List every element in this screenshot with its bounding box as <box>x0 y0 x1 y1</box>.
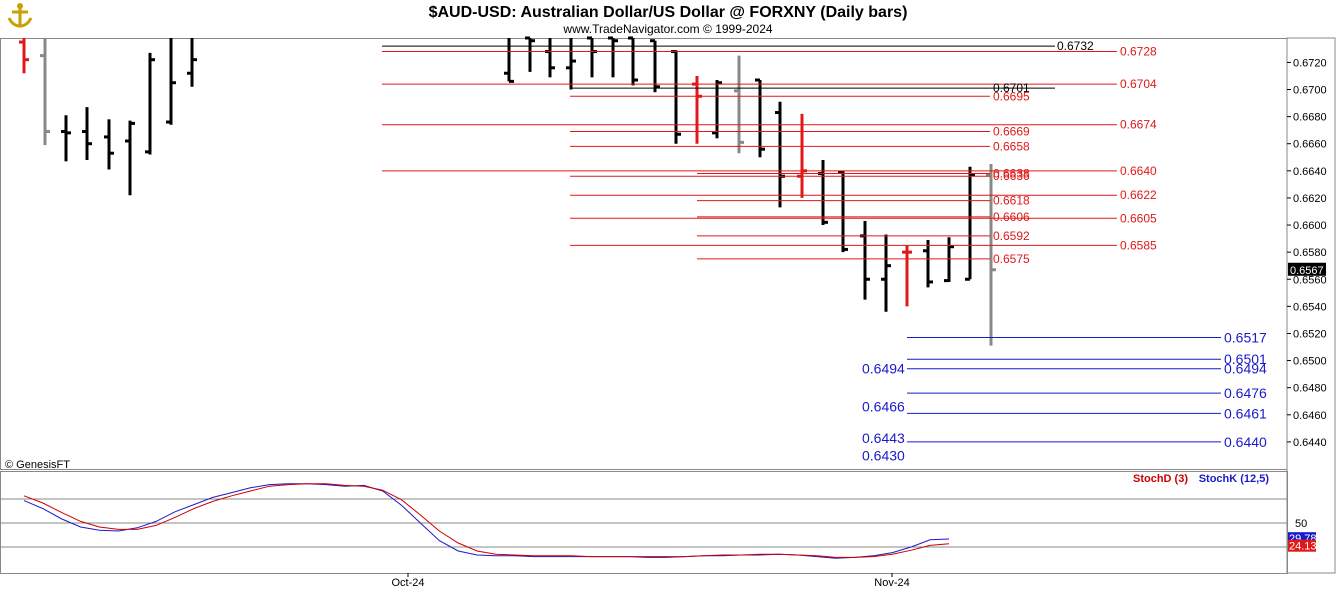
ohlc-bar <box>19 38 29 74</box>
ohlc-bar <box>902 245 912 307</box>
level-label: 0.6674 <box>1120 118 1157 132</box>
level-label: 0.6575 <box>993 252 1030 266</box>
stoch-tick-label: 50 <box>1295 518 1307 530</box>
ohlc-bar <box>881 234 891 312</box>
y-tick-label: 0.6680 <box>1293 112 1327 124</box>
level-label: 0.6461 <box>1224 405 1267 421</box>
price-panel: 0.6720 0.6700 0.6680 0.6660 0.6640 0.6620 0.66… <box>0 36 1336 574</box>
y-tick-label: 0.6700 <box>1293 85 1327 97</box>
level-label: 0.6466 <box>862 399 905 415</box>
y-tick-label: 0.6460 <box>1293 410 1327 422</box>
level-label: 0.6701 <box>993 81 1030 95</box>
level-label: 0.6669 <box>993 125 1030 139</box>
level-label: 0.6728 <box>1120 45 1157 59</box>
stoch-d-legend: StochD (3) <box>1133 473 1188 485</box>
ohlc-bar <box>923 239 933 288</box>
ohlc-bar <box>965 166 975 281</box>
y-tick-label: 0.6500 <box>1293 356 1327 368</box>
copyright-label: © GenesisFT <box>5 459 70 471</box>
ohlc-bar <box>145 52 155 155</box>
y-tick-label: 0.6520 <box>1293 328 1327 340</box>
level-label: 0.6501 <box>1224 351 1267 367</box>
ohlc-bar <box>986 164 996 346</box>
chart-subtitle: www.TradeNavigator.com © 1999-2024 <box>562 22 772 36</box>
level-label: 0.6636 <box>993 169 1030 183</box>
stoch-d-line <box>23 483 950 558</box>
ohlc-bar <box>525 36 535 72</box>
trade-navigator-logo-icon <box>4 2 36 32</box>
level-label: 0.6430 <box>862 447 905 463</box>
level-label: 0.6695 <box>993 89 1030 103</box>
last-price-tag <box>1288 262 1326 276</box>
level-label: 0.6443 <box>862 430 905 446</box>
ohlc-bar <box>82 107 92 160</box>
ohlc-bar <box>734 55 744 154</box>
ohlc-bar <box>125 120 135 196</box>
level-label: 0.6640 <box>1120 164 1157 178</box>
level-label: 0.6476 <box>1224 385 1267 401</box>
y-tick-label: 0.6480 <box>1293 383 1327 395</box>
stoch-d-value-label: 24.13 <box>1289 541 1317 553</box>
last-price-label: 0.6567 <box>1290 265 1324 277</box>
level-label: 0.6622 <box>1120 188 1157 202</box>
level-label: 0.6704 <box>1120 77 1157 91</box>
ohlc-bar <box>40 38 50 146</box>
ohlc-bar <box>712 80 722 139</box>
ohlc-bar <box>104 119 114 170</box>
ohlc-bar <box>838 170 848 253</box>
y-tick-label: 0.6440 <box>1293 437 1327 449</box>
level-label: 0.6585 <box>1120 238 1157 252</box>
ohlc-bar <box>61 115 71 162</box>
ohlc-bar <box>166 38 176 125</box>
level-label: 0.6658 <box>993 139 1030 153</box>
x-tick-label: Nov-24 <box>874 577 909 589</box>
level-label: 0.6592 <box>993 229 1030 243</box>
level-label: 0.6638 <box>993 167 1030 181</box>
level-label: 0.6440 <box>1224 434 1267 450</box>
stochastic-panel-frame <box>0 471 1288 574</box>
y-tick-label: 0.6640 <box>1293 166 1327 178</box>
y-tick-label: 0.6580 <box>1293 247 1327 259</box>
level-label: 0.6618 <box>993 194 1030 208</box>
stoch-k-legend: StochK (12,5) <box>1199 473 1270 485</box>
level-label: 0.6732 <box>1057 39 1094 53</box>
level-label: 0.6606 <box>993 210 1030 224</box>
level-label: 0.6605 <box>1120 211 1157 225</box>
ohlc-bar <box>187 38 197 87</box>
ohlc-bar <box>504 38 514 83</box>
y-tick-label: 0.6600 <box>1293 220 1327 232</box>
ohlc-bar <box>755 78 765 158</box>
stoch-d-value-tag <box>1288 539 1316 552</box>
x-tick-label: Oct-24 <box>391 577 424 589</box>
level-label: 0.6494 <box>862 361 905 377</box>
y-tick-label: 0.6660 <box>1293 139 1327 151</box>
y-tick-label: 0.6620 <box>1293 193 1327 205</box>
ohlc-bar <box>608 36 618 78</box>
level-label: 0.6517 <box>1224 330 1267 346</box>
chart-title: $AUD-USD: Australian Dollar/US Dollar @ … <box>429 4 908 21</box>
y-axis-strip <box>1286 37 1336 574</box>
ohlc-bar <box>944 237 954 283</box>
y-tick-label: 0.6540 <box>1293 301 1327 313</box>
level-label: 0.6494 <box>1224 361 1267 377</box>
y-tick-label: 0.6560 <box>1293 274 1327 286</box>
y-tick-label: 0.6720 <box>1293 57 1327 69</box>
